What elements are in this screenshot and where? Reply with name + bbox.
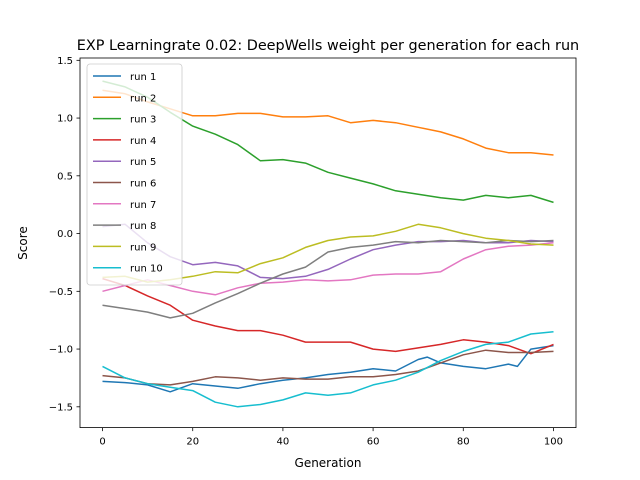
- y-tick-label: −1.5: [49, 402, 73, 413]
- legend: run 1 run 2 run 3 run 4 run 5 run 6 run 7 run 8…: [86, 63, 183, 286]
- legend-label-run-6: run 6: [130, 179, 156, 190]
- y-axis-label: Score: [16, 226, 30, 260]
- series-line-run-1: [102, 344, 554, 393]
- x-tick-label: 100: [544, 437, 563, 448]
- chart-title: EXP Learningrate 0.02: DeepWells weight …: [77, 38, 579, 54]
- y-tick-label: 1.0: [57, 114, 73, 125]
- legend-label-run-1: run 1: [130, 72, 156, 83]
- plot-frame: [79, 57, 577, 429]
- y-tick-label: 1.5: [57, 56, 73, 67]
- legend-label-run-4: run 4: [130, 136, 156, 147]
- x-axis-label: Generation: [295, 456, 362, 470]
- series-line-run-8: [102, 239, 554, 319]
- y-tick-label: −0.5: [49, 287, 73, 298]
- series-line-run-4: [102, 277, 554, 355]
- y-tick-label: 0.5: [57, 171, 73, 182]
- series-line-run-6: [102, 349, 554, 386]
- x-axis-ticks: 0 20 40 60 80 100: [99, 427, 563, 448]
- legend-label-run-10: run 10: [130, 264, 163, 275]
- y-tick-label: −1.0: [49, 345, 73, 356]
- legend-label-run-2: run 2: [130, 93, 156, 104]
- x-tick-label: 40: [277, 437, 290, 448]
- legend-label-run-7: run 7: [130, 200, 156, 211]
- y-axis-ticks: −1.5 −1.0 −0.5 0.0 0.5 1.0 1.5: [49, 56, 80, 413]
- legend-label-run-5: run 5: [130, 157, 156, 168]
- x-tick-label: 0: [99, 437, 105, 448]
- legend-label-run-3: run 3: [130, 115, 156, 126]
- series-line-run-10: [102, 330, 554, 408]
- legend-label-run-8: run 8: [130, 221, 156, 232]
- series-line-run-7: [102, 242, 554, 296]
- legend-label-run-9: run 9: [130, 242, 156, 253]
- x-tick-label: 20: [186, 437, 199, 448]
- y-tick-label: 0.0: [57, 229, 73, 240]
- x-tick-label: 60: [367, 437, 380, 448]
- x-tick-label: 80: [457, 437, 470, 448]
